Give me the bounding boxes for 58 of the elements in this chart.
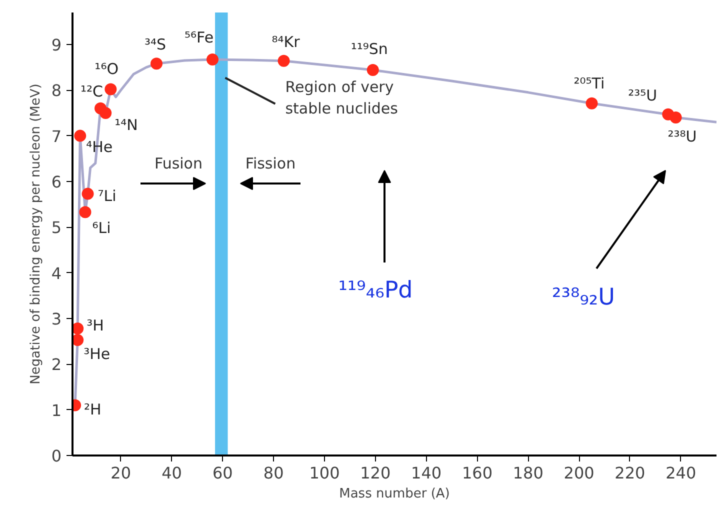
annotation: ⁷Li — [98, 186, 116, 205]
y-tick-label: 0 — [51, 446, 62, 466]
x-tick-label: 160 — [462, 464, 493, 482]
point — [150, 58, 162, 70]
point — [104, 83, 117, 96]
x-tick-label: 180 — [512, 464, 544, 482]
annotation: ²³⁵U — [628, 86, 658, 104]
point — [82, 188, 94, 200]
y-tick-label: 7 — [51, 126, 62, 146]
x-axis-title: Mass number (A) — [339, 486, 450, 502]
annotation: ²³⁸₉₂U — [552, 284, 615, 310]
point — [366, 64, 379, 76]
point — [206, 54, 218, 66]
annotation: ³⁴S — [144, 36, 166, 54]
y-tick-label: 1 — [51, 400, 62, 420]
x-tick-label: 140 — [411, 464, 442, 482]
y-tick-label: 6 — [51, 172, 62, 192]
point — [586, 97, 598, 110]
point — [72, 322, 84, 335]
point — [74, 130, 86, 142]
point — [278, 54, 290, 67]
y-tick-label: 4 — [51, 264, 62, 283]
annotation: ⁵⁶Fe — [184, 28, 214, 47]
annotation: ¹²C — [80, 82, 103, 100]
x-tick-label: 220 — [614, 464, 646, 482]
annotation: Fission — [245, 154, 296, 172]
annotation: ²³⁸U — [668, 128, 697, 146]
point — [100, 106, 112, 119]
y-tick-label: 8 — [51, 81, 62, 100]
point — [79, 206, 92, 218]
y-axis-title: Negative of binding energy per nucleon (MeV) — [28, 84, 44, 384]
annotation: ³He — [84, 344, 110, 363]
x-tick-label: 100 — [309, 464, 340, 482]
annotation: ⁴He — [86, 138, 113, 156]
y-tick-label: 3 — [51, 309, 62, 328]
annotation: ¹⁴N — [114, 116, 138, 134]
annotation: ¹¹⁹Sn — [350, 40, 388, 58]
annotation: ³H — [86, 316, 104, 335]
annotation: ²H — [84, 400, 102, 418]
annotation: ²⁰⁵Ti — [574, 74, 605, 92]
y-tick-label: 9 — [51, 35, 62, 54]
x-tick-label: 60 — [212, 464, 233, 482]
annotation: Region of very stable nuclides — [285, 78, 398, 118]
annotation: ¹⁶O — [94, 60, 119, 78]
x-tick-label: 240 — [666, 464, 696, 482]
point — [670, 112, 682, 124]
y-tick-label: 2 — [51, 355, 62, 374]
x-tick-label: 40 — [162, 464, 182, 482]
annotation: ¹¹⁹₄₆Pd — [338, 278, 413, 304]
annotation: ⁸⁴Kr — [272, 32, 301, 51]
x-tick-label: 120 — [360, 464, 391, 482]
x-tick-label: 80 — [263, 464, 284, 482]
x-tick-label: 20 — [110, 464, 132, 482]
x-tick-label: 200 — [564, 464, 594, 482]
annotation: Fusion — [154, 154, 202, 172]
y-tick-label: 5 — [51, 218, 62, 238]
point — [72, 334, 84, 346]
annotation: ⁶Li — [92, 219, 111, 238]
